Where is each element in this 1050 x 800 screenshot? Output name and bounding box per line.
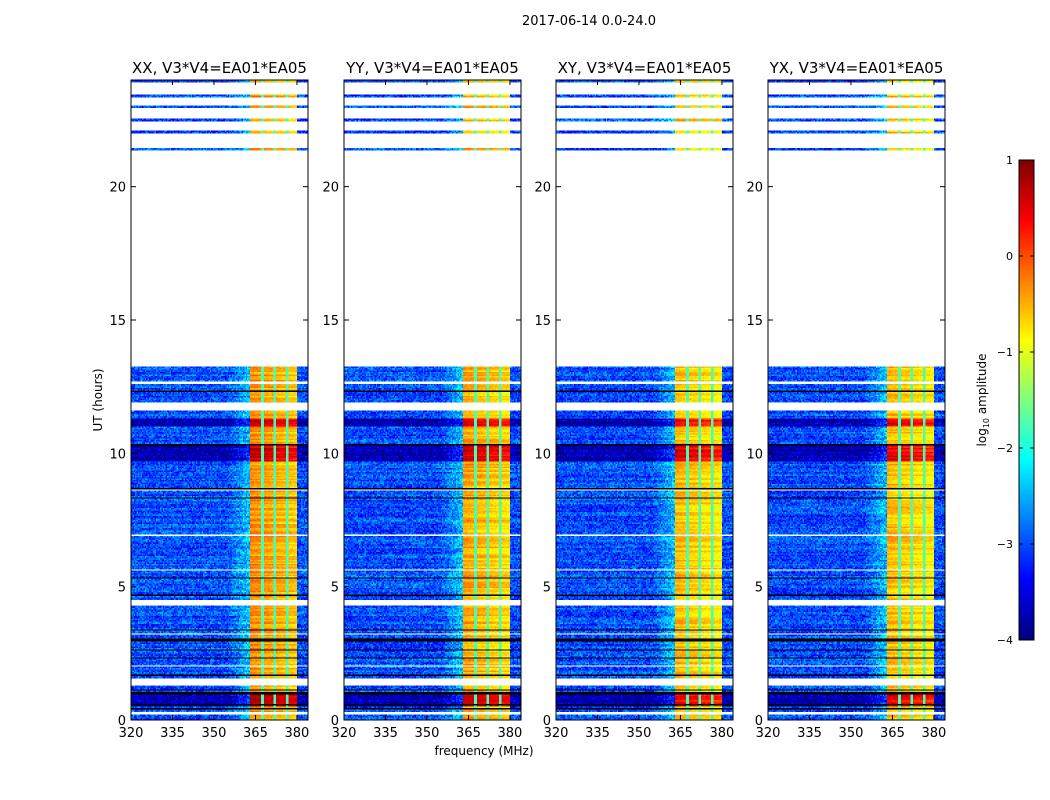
colorbar-tick-label: −1 — [997, 346, 1013, 359]
y-tick-label: 0 — [543, 714, 551, 729]
waterfall-xy — [556, 80, 733, 720]
x-tick-label: 380 — [710, 726, 735, 741]
colorbar-tick-label: −2 — [997, 442, 1013, 455]
panel-title: YX, V3*V4=EA01*EA05 — [769, 59, 944, 77]
y-tick-label: 20 — [746, 181, 763, 196]
x-tick-label: 365 — [456, 726, 481, 741]
colorbar — [1019, 160, 1034, 640]
x-tick-label: 320 — [756, 726, 781, 741]
panel-frame — [343, 79, 522, 721]
y-tick-label: 5 — [755, 581, 763, 596]
x-tick-label: 320 — [119, 726, 144, 741]
x-tick-label: 320 — [544, 726, 569, 741]
y-tick-label: 5 — [543, 581, 551, 596]
x-tick-label: 350 — [839, 726, 864, 741]
x-tick-label: 365 — [243, 726, 268, 741]
y-tick-label: 10 — [534, 447, 551, 462]
waterfall-yy — [344, 80, 521, 720]
x-tick-label: 380 — [922, 726, 947, 741]
y-tick-label: 10 — [746, 447, 763, 462]
x-tick-label: 320 — [332, 726, 357, 741]
y-tick-label: 20 — [534, 181, 551, 196]
waterfall-xx — [131, 80, 308, 720]
y-tick-label: 15 — [534, 314, 551, 329]
y-tick-label: 5 — [118, 581, 126, 596]
y-tick-label: 20 — [322, 181, 339, 196]
panel-frame — [130, 79, 309, 721]
panel-title: XX, V3*V4=EA01*EA05 — [132, 59, 307, 77]
x-tick-label: 350 — [415, 726, 440, 741]
y-tick-label: 0 — [331, 714, 339, 729]
colorbar-frame — [1018, 159, 1035, 641]
colorbar-tick-label: 1 — [1006, 154, 1013, 167]
y-tick-label: 0 — [755, 714, 763, 729]
x-tick-label: 350 — [627, 726, 652, 741]
colorbar-tick-label: −4 — [997, 634, 1013, 647]
panel-frame — [555, 79, 734, 721]
x-tick-label: 350 — [202, 726, 227, 741]
figure-title: 2017-06-14 0.0-24.0 — [522, 14, 656, 29]
panel-title: XY, V3*V4=EA01*EA05 — [558, 59, 732, 77]
x-axis-label: frequency (MHz) — [434, 744, 533, 758]
x-tick-label: 365 — [668, 726, 693, 741]
colorbar-tick-label: −3 — [997, 538, 1013, 551]
colorbar-label: log10 amplitude — [975, 354, 991, 447]
y-axis-label: UT (hours) — [91, 368, 105, 431]
y-tick-label: 0 — [118, 714, 126, 729]
x-tick-label: 335 — [797, 726, 822, 741]
x-tick-label: 380 — [498, 726, 523, 741]
y-tick-label: 15 — [322, 314, 339, 329]
panel-frame — [767, 79, 946, 721]
x-tick-label: 335 — [160, 726, 185, 741]
x-tick-label: 335 — [585, 726, 610, 741]
panel-title: YY, V3*V4=EA01*EA05 — [345, 59, 519, 77]
waterfall-yx — [768, 80, 945, 720]
y-tick-label: 10 — [109, 447, 126, 462]
y-tick-label: 10 — [322, 447, 339, 462]
y-tick-label: 15 — [746, 314, 763, 329]
x-tick-label: 365 — [880, 726, 905, 741]
colorbar-tick-label: 0 — [1006, 250, 1013, 263]
y-tick-label: 15 — [109, 314, 126, 329]
y-tick-label: 20 — [109, 181, 126, 196]
y-tick-label: 5 — [331, 581, 339, 596]
x-tick-label: 335 — [373, 726, 398, 741]
x-tick-label: 380 — [285, 726, 310, 741]
